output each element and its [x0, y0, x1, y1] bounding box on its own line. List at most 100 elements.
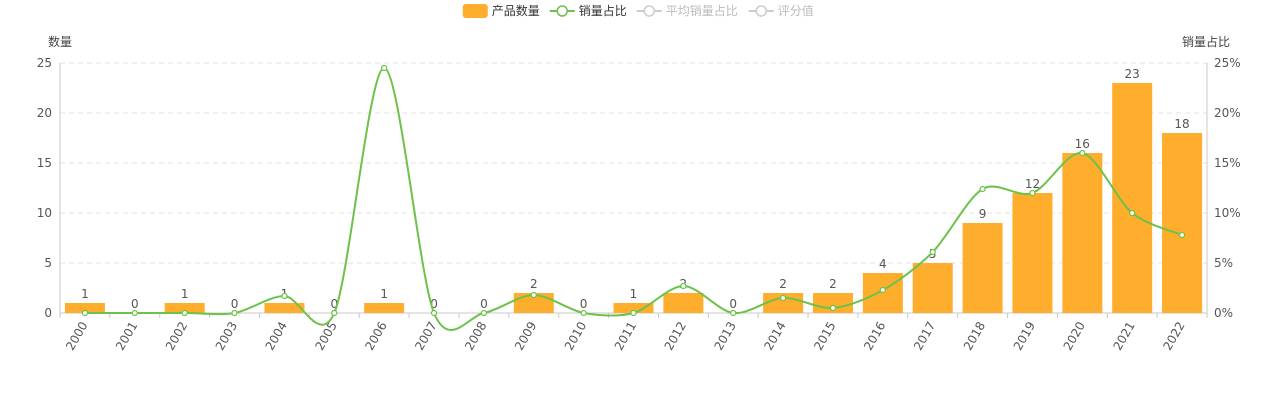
bar-value-label: 2 [779, 277, 787, 291]
line-point [580, 309, 587, 317]
bar [1112, 83, 1153, 313]
legend-marker-icon [755, 5, 767, 17]
x-tick-label: 2015 [811, 319, 838, 352]
legend-label: 平均销量占比 [666, 3, 738, 18]
bar [763, 293, 804, 313]
line-point [730, 309, 737, 317]
x-tick-label: 2003 [213, 319, 240, 352]
x-tick-label: 2000 [63, 319, 90, 352]
bar-value-label: 4 [879, 257, 887, 271]
x-tick-label: 2012 [662, 319, 689, 352]
legend-item[interactable]: 产品数量 [462, 3, 540, 18]
bar-value-label: 12 [1025, 177, 1040, 191]
line-point [630, 309, 637, 317]
y-tick-label-right: 15% [1214, 156, 1241, 170]
x-tick-label: 2022 [1160, 319, 1187, 352]
y-tick-label-right: 20% [1214, 106, 1241, 120]
line-point [1079, 149, 1086, 157]
bar-value-label: 0 [430, 297, 438, 311]
bar-value-label: 0 [330, 297, 338, 311]
x-tick-label: 2018 [961, 319, 988, 352]
line-point [1029, 189, 1036, 197]
line-point [780, 294, 787, 302]
line-point [879, 286, 886, 294]
bar [364, 303, 405, 313]
line-point [281, 292, 288, 300]
y-tick-label-left: 5 [44, 256, 52, 270]
legend-item[interactable]: 平均销量占比 [636, 3, 738, 18]
bar-value-label: 23 [1125, 67, 1140, 81]
x-tick-label: 2002 [163, 319, 190, 352]
bar-value-label: 0 [729, 297, 737, 311]
x-tick-label: 2009 [512, 319, 539, 352]
legend: 产品数量 销量占比 平均销量占比 评分值 [462, 3, 814, 18]
bar-value-label: 9 [979, 207, 987, 221]
bar-value-label: 2 [829, 277, 837, 291]
x-tick-label: 2006 [362, 319, 389, 352]
y-tick-label-left: 25 [37, 56, 52, 70]
line-point [1178, 231, 1186, 239]
bar-value-label: 18 [1174, 117, 1189, 131]
bar-value-label: 2 [530, 277, 538, 291]
bar [613, 303, 654, 313]
bar-value-label: 0 [231, 297, 239, 311]
x-tick-label: 2011 [612, 319, 639, 352]
line-point [231, 309, 238, 317]
bar [912, 263, 953, 313]
bar-value-label: 0 [131, 297, 139, 311]
legend-marker-icon [556, 5, 568, 17]
line-point [181, 309, 188, 317]
line-point [680, 282, 687, 290]
bar [1012, 193, 1053, 313]
legend-marker-icon [643, 5, 655, 17]
line-point [530, 291, 537, 299]
line-point [131, 309, 138, 317]
y-tick-label-right: 5% [1214, 256, 1233, 270]
x-tick-label: 2017 [911, 319, 938, 352]
bar [64, 303, 105, 313]
y-tick-label-left: 0 [44, 306, 52, 320]
x-tick-label: 2020 [1061, 319, 1088, 352]
y-tick-label-right: 0% [1214, 306, 1233, 320]
y-axis-title-right: 销量占比 [1182, 34, 1230, 49]
line-series [81, 64, 1186, 331]
line-point [929, 248, 936, 256]
line-point [430, 309, 438, 317]
x-tick-label: 2021 [1110, 319, 1137, 352]
x-tick-label: 2019 [1011, 319, 1038, 352]
bar-value-label: 1 [181, 287, 189, 301]
x-tick-label: 2014 [761, 319, 788, 352]
bar [663, 293, 704, 313]
x-tick-label: 2001 [113, 319, 140, 352]
legend-label: 评分值 [778, 3, 814, 18]
line-point [381, 64, 388, 72]
bar [1062, 153, 1103, 313]
y-tick-label-right: 25% [1214, 56, 1241, 70]
y-axis-title-left: 数量 [48, 34, 72, 49]
x-tick-label: 2013 [711, 319, 738, 352]
legend-item[interactable]: 销量占比 [549, 3, 627, 18]
legend-label: 销量占比 [579, 3, 627, 18]
bar [1162, 133, 1203, 313]
bar-value-label: 1 [380, 287, 388, 301]
x-tick-label: 2016 [861, 319, 888, 352]
bar-value-label: 1 [81, 287, 89, 301]
y-tick-label-left: 10 [37, 206, 52, 220]
bar-value-label: 0 [580, 297, 588, 311]
y-tick-label-left: 20 [37, 106, 52, 120]
legend-item[interactable]: 评分值 [748, 3, 814, 18]
line-point [829, 304, 837, 312]
bar-series: 101010100201202245912162318 [64, 67, 1203, 313]
y-tick-label-left: 15 [37, 156, 52, 170]
x-tick-label: 2010 [562, 319, 589, 352]
x-tick-label: 2004 [263, 319, 290, 352]
bar-value-label: 1 [630, 287, 638, 301]
bar [164, 303, 205, 313]
line-point [1129, 209, 1136, 217]
x-tick-label: 2007 [412, 319, 439, 352]
bar-value-label: 0 [480, 297, 488, 311]
y-tick-label-right: 10% [1214, 206, 1241, 220]
line-point [480, 309, 487, 317]
